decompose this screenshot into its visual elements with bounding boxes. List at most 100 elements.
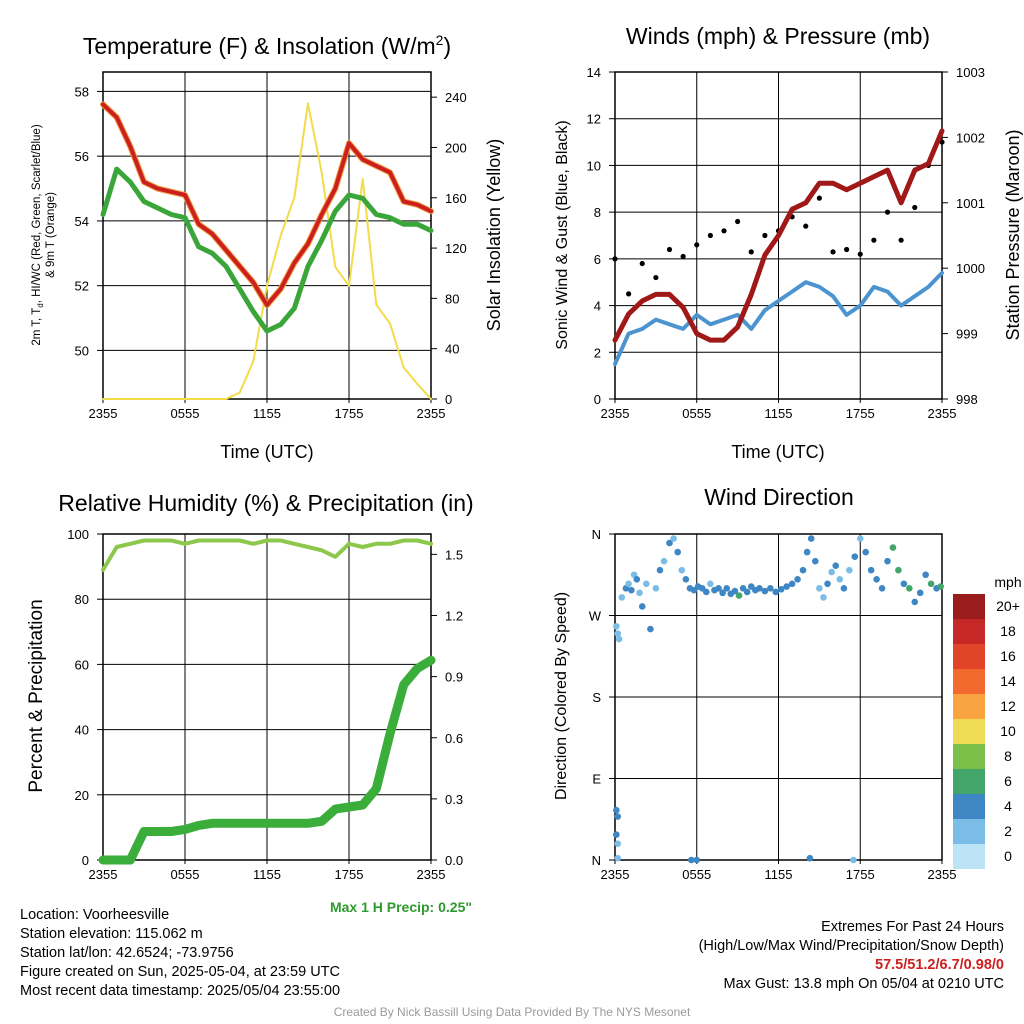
direction-point (767, 585, 774, 592)
legend-swatch (953, 719, 985, 744)
direction-point (618, 594, 626, 601)
temp-y-tick-label: 58 (75, 84, 89, 99)
legend-swatch (953, 794, 985, 819)
legend-label: 12 (1000, 698, 1016, 714)
wind-x-tick-label: 1755 (846, 406, 875, 421)
wind-y-tick-label: 12 (587, 112, 601, 127)
wind-x-tick-label: 2355 (928, 406, 957, 421)
dewpoint-line (100, 166, 434, 334)
direction-point (911, 598, 919, 606)
temp-x-tick-label: 1755 (335, 406, 364, 421)
legend-label: 8 (1004, 748, 1012, 764)
location-text: Location: Voorheesville (20, 907, 170, 923)
legend-label: 18 (1000, 623, 1016, 639)
rh-x-tick-label: 2355 (417, 867, 446, 882)
wind-y-tick-label: 6 (594, 252, 601, 267)
direction-point (828, 568, 835, 576)
gust-point (857, 251, 863, 257)
insolation-y-tick-label: 80 (445, 291, 459, 306)
direction-point (889, 544, 897, 551)
pressure-y-tick-label: 1003 (956, 65, 985, 80)
direction-point (614, 840, 622, 847)
temperature-title: Temperature (F) & Insolation (W/m2) (83, 32, 451, 59)
precip-y-tick-label: 0.9 (445, 670, 463, 685)
created-text: Figure created on Sun, 2025-05-04, at 23… (20, 964, 340, 980)
temperature-ylabel: 2m T, Td, HI/WC (Red, Green, Scarlet/Blu… (31, 124, 45, 345)
insolation-y-tick-label: 240 (445, 90, 467, 105)
gust-point (694, 242, 700, 248)
direction-point (615, 635, 623, 643)
direction-point (731, 587, 739, 595)
temperature-y2label: Solar Insolation (Yellow) (484, 139, 504, 331)
insolation-y-tick-label: 160 (445, 191, 467, 206)
direction-point (922, 571, 929, 579)
gust-point (721, 228, 727, 234)
legend-label: 6 (1004, 773, 1012, 789)
wind-x-tick-label: 1155 (765, 406, 793, 421)
wind-y-tick-label: 14 (587, 65, 601, 80)
extremes-box: Extremes For Past 24 Hours (High/Low/Max… (699, 918, 1004, 994)
rh-y-tick-label: 40 (75, 723, 89, 738)
winds-title: Winds (mph) & Pressure (mb) (626, 23, 930, 49)
direction-point (723, 585, 731, 592)
direction-point (937, 583, 944, 590)
direction-point (693, 856, 701, 864)
dir-y-tick-label: S (592, 690, 601, 705)
direction-point (614, 630, 622, 637)
credit-text: Created By Nick Bassill Using Data Provi… (333, 1005, 691, 1019)
temp-x-tick-label: 2355 (417, 406, 446, 421)
temperature-plot-area: 2355 0555 1155 1755 2355 50 52 54 56 58 0 40 80 120 16… (75, 71, 467, 421)
legend-swatch (953, 769, 985, 794)
direction-title: Wind Direction (704, 484, 854, 510)
latlon-text: Station lat/lon: 42.6524; -73.9756 (20, 945, 234, 961)
precip-y-tick-label: 0.3 (445, 792, 463, 807)
temperature-panel: Temperature (F) & Insolation (W/m2) 2355… (31, 32, 504, 462)
gust-point (626, 291, 632, 297)
legend-swatch (953, 744, 985, 769)
direction-point (666, 539, 673, 547)
gust-point (735, 218, 741, 225)
dir-x-tick-label: 1755 (846, 867, 875, 882)
legend-swatch (953, 844, 985, 869)
wind-y-tick-label: 4 (594, 299, 601, 314)
legend-swatch (953, 669, 985, 694)
wind-y-tick-label: 10 (587, 158, 601, 173)
direction-point (702, 588, 710, 596)
direction-point (772, 588, 780, 596)
direction-point (614, 854, 622, 862)
direction-point (806, 854, 814, 862)
humidity-panel: Relative Humidity (%) & Precipitation (i… (26, 490, 474, 915)
insolation-y-tick-label: 0 (445, 392, 452, 407)
direction-point (840, 585, 848, 592)
direction-point (811, 557, 819, 565)
direction-point (867, 566, 875, 574)
winds-ylabel: Sonic Wind & Gust (Blue, Black) (554, 120, 571, 349)
winds-plot-area: 2355 0555 1155 1755 235502468101214998999100… (587, 65, 985, 421)
direction-point (674, 548, 681, 556)
direction-point (633, 575, 641, 583)
recent-text: Most recent data timestamp: 2025/05/04 2… (20, 983, 341, 999)
sonic-wind-line (613, 270, 944, 366)
extremes-values: 57.5/51.2/6.7/0.98/0 (875, 957, 1004, 973)
direction-point (613, 831, 620, 838)
gust-point (748, 249, 754, 255)
legend-swatch (953, 594, 985, 619)
direction-panel: Wind Direction 2355 0555 1155 1755 2355NESWN… (553, 484, 1022, 882)
direction-point (613, 806, 620, 814)
legend-swatch (953, 619, 985, 644)
direction-point (916, 589, 924, 597)
gust-point (653, 274, 659, 281)
direction-point (884, 557, 891, 565)
direction-point (803, 548, 811, 556)
rh-y-tick-label: 100 (67, 527, 89, 542)
humidity-line (101, 538, 433, 572)
direction-point (707, 580, 714, 588)
direction-point (895, 566, 902, 574)
direction-point (832, 562, 840, 569)
direction-point (777, 585, 785, 593)
legend-swatch (953, 694, 985, 719)
direction-point (816, 585, 823, 592)
temp-x-tick-label: 1155 (253, 406, 281, 421)
direction-point (846, 566, 853, 574)
dir-x-tick-label: 1155 (765, 867, 793, 882)
